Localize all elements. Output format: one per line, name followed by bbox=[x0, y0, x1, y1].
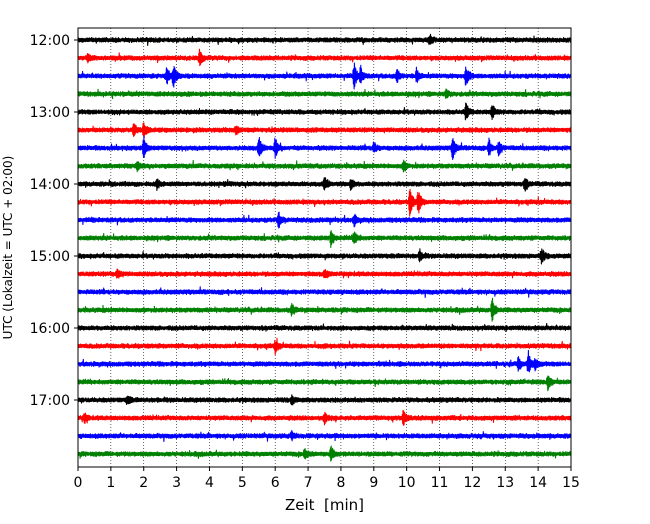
y-tick-label: 13:00 bbox=[30, 105, 70, 121]
y-tick-label: 15:00 bbox=[30, 249, 70, 265]
x-axis-label: Zeit [min] bbox=[285, 496, 364, 514]
seismic-trace bbox=[77, 188, 572, 217]
seismic-trace bbox=[77, 429, 572, 443]
seismic-trace bbox=[77, 248, 572, 265]
y-tick-label: 14:00 bbox=[30, 177, 70, 193]
seismic-trace bbox=[77, 122, 572, 139]
seismic-trace bbox=[77, 445, 572, 462]
seismic-trace bbox=[77, 135, 572, 161]
x-tick-label: 14 bbox=[529, 475, 547, 491]
seismic-trace bbox=[77, 102, 572, 121]
x-tick-label: 0 bbox=[74, 475, 83, 491]
grid-layer bbox=[110, 28, 539, 467]
seismic-trace bbox=[77, 337, 572, 356]
seismic-trace bbox=[77, 88, 572, 100]
x-tick-label: 10 bbox=[398, 475, 416, 491]
seismic-trace bbox=[77, 33, 572, 46]
x-tick-label: 5 bbox=[238, 475, 247, 491]
seismic-trace bbox=[77, 211, 572, 229]
seismic-trace bbox=[77, 409, 572, 426]
x-tick-label: 12 bbox=[463, 475, 481, 491]
seismic-trace bbox=[77, 394, 572, 406]
y-axis-label: UTC (Lokalzeit = UTC + 02:00) bbox=[1, 156, 15, 340]
seismic-trace bbox=[77, 297, 572, 322]
x-tick-label: 3 bbox=[172, 475, 181, 491]
y-tick-label: 12:00 bbox=[30, 33, 70, 49]
x-tick-label: 9 bbox=[369, 475, 378, 491]
plot-frame bbox=[77, 27, 572, 468]
x-tick-label: 7 bbox=[304, 475, 313, 491]
seismic-trace bbox=[77, 62, 572, 90]
y-tick-label: 16:00 bbox=[30, 321, 70, 337]
x-tick-label: 13 bbox=[496, 475, 514, 491]
seismic-trace bbox=[77, 230, 572, 249]
x-axis: 0 1 2 3 4 5 6 7 8 9 10 11 12 13 14 15 bbox=[74, 467, 580, 491]
trace-layer bbox=[77, 33, 572, 462]
x-tick-label: 1 bbox=[106, 475, 115, 491]
seismic-trace bbox=[77, 177, 572, 192]
x-tick-label: 6 bbox=[271, 475, 280, 491]
seismic-trace bbox=[77, 159, 572, 173]
y-tick-label: 17:00 bbox=[30, 393, 70, 409]
seismic-trace bbox=[77, 322, 572, 332]
x-tick-label: 2 bbox=[139, 475, 148, 491]
seismic-trace bbox=[77, 268, 572, 279]
x-tick-label: 4 bbox=[205, 475, 214, 491]
seismic-trace bbox=[77, 286, 572, 299]
y-axis: 12:00 13:00 14:00 15:00 16:00 17:00 bbox=[30, 33, 78, 409]
seismic-trace bbox=[77, 48, 572, 67]
x-tick-label: 15 bbox=[562, 475, 580, 491]
seismic-trace bbox=[77, 375, 572, 392]
x-tick-label: 11 bbox=[431, 475, 449, 491]
x-tick-label: 8 bbox=[336, 475, 345, 491]
seismic-trace bbox=[77, 349, 572, 373]
